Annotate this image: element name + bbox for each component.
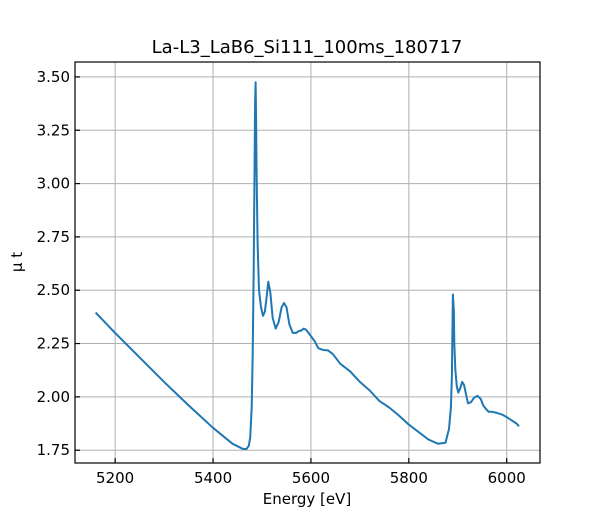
series-line-0 xyxy=(94,81,520,451)
x-tick-label: 5600 xyxy=(292,469,330,487)
x-tick-label: 5400 xyxy=(194,469,232,487)
y-tick-label: 1.75 xyxy=(37,441,70,459)
y-tick-label: 2.50 xyxy=(37,281,70,299)
x-axis-label: Energy [eV] xyxy=(263,490,351,508)
y-axis-label: μ t xyxy=(8,252,26,272)
grid xyxy=(75,62,540,463)
y-tick-label: 3.25 xyxy=(37,121,70,139)
plot-frame xyxy=(74,61,541,464)
y-tick-label: 3.50 xyxy=(37,68,70,86)
x-tick-label: 5800 xyxy=(390,469,428,487)
y-tick-label: 3.00 xyxy=(37,175,70,193)
axis-ticks: 5200 5400 5600 5800 6000 1.75 2.00 2.25 2.50 2.75… xyxy=(37,68,526,487)
y-tick-label: 2.75 xyxy=(37,228,70,246)
plot-area xyxy=(94,81,520,451)
chart-title: La-L3_LaB6_Si111_100ms_180717 xyxy=(152,37,463,58)
x-tick-label: 5200 xyxy=(96,469,134,487)
y-tick-label: 2.25 xyxy=(37,335,70,353)
x-tick-label: 6000 xyxy=(488,469,526,487)
y-tick-label: 2.00 xyxy=(37,388,70,406)
